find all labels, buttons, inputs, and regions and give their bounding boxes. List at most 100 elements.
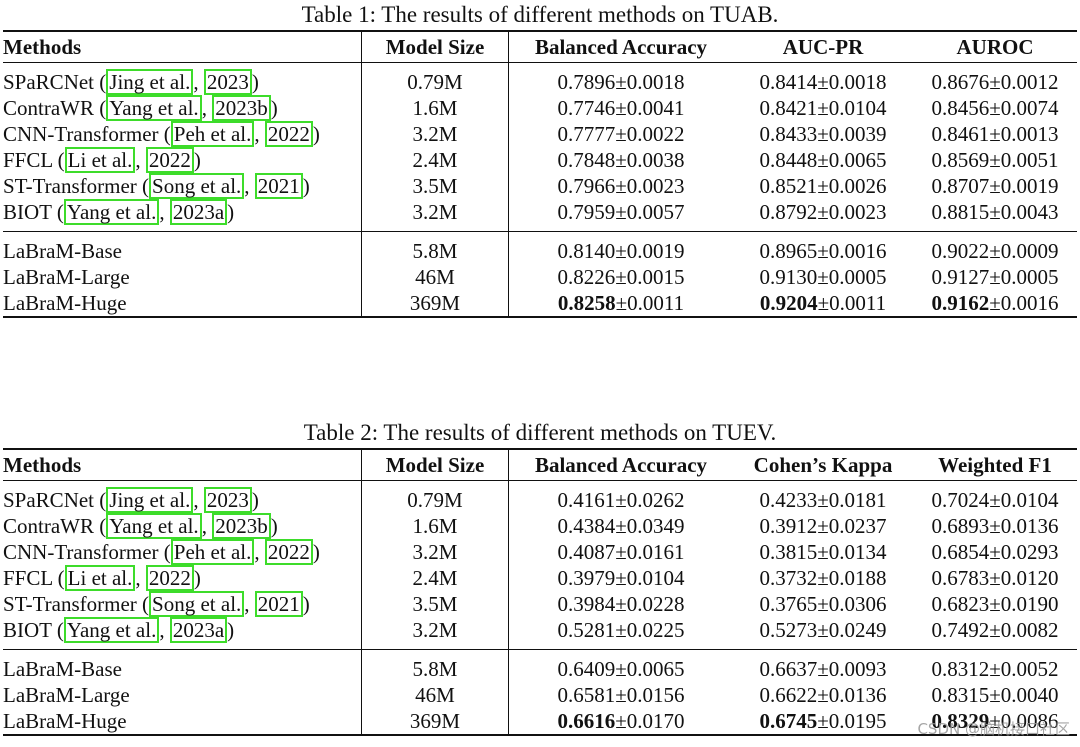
metric-2-cell: 0.8965±0.0016 <box>733 231 913 264</box>
model-size-cell: 369M <box>361 708 509 736</box>
method-name: ST-Transformer <box>3 174 137 198</box>
model-size-cell: 3.2M <box>361 539 509 565</box>
metric-1-cell: 0.7959±0.0057 <box>557 200 685 224</box>
metric-1-cell: 0.3979±0.0104 <box>557 566 685 590</box>
metric-3-std: ±0.0016 <box>989 291 1059 315</box>
citation-year-link[interactable]: 2022 <box>145 565 194 591</box>
method-name: LaBraM-Base <box>3 649 362 682</box>
model-size-cell: 0.79M <box>361 62 509 95</box>
method-cell: ST-Transformer (Song et al., 2021) <box>3 173 362 199</box>
citation-year-link[interactable]: 2023b <box>212 513 271 539</box>
metric-1-cell: 0.5281±0.0225 <box>557 618 685 642</box>
citation-author-link[interactable]: Jing et al. <box>106 487 194 513</box>
metric-1-std: ±0.0156 <box>615 683 685 707</box>
metric-1-cell: 0.7896±0.0018 <box>557 70 685 94</box>
method-name: CNN-Transformer <box>3 122 159 146</box>
method-cell: BIOT (Yang et al., 2023a) <box>3 199 362 232</box>
metric-1-mean: 0.6581 <box>557 683 616 707</box>
table-row: BIOT (Yang et al., 2023a) 3.2M 0.7959±0.… <box>3 199 1077 232</box>
method-name: BIOT <box>3 618 52 642</box>
metric-2-cell: 0.8792±0.0023 <box>759 200 887 224</box>
citation-author-link[interactable]: Yang et al. <box>63 199 160 225</box>
metric-3-std: ±0.0009 <box>989 239 1059 263</box>
metric-3-cell: 0.7024±0.0104 <box>931 488 1059 512</box>
metric-1-std: ±0.0011 <box>615 291 685 315</box>
method-cell: BIOT (Yang et al., 2023a) <box>3 617 362 650</box>
citation-author-link[interactable]: Yang et al. <box>106 513 202 539</box>
method-name: LaBraM-Large <box>3 264 362 290</box>
table-row: ContraWR (Yang et al., 2023b) 1.6M 0.774… <box>3 95 1077 121</box>
metric-3-cell: 0.9127±0.0005 <box>913 264 1077 290</box>
table-row: FFCL (Li et al., 2022) 2.4M 0.3979±0.010… <box>3 565 1077 591</box>
citation-author-link[interactable]: Peh et al. <box>170 539 255 565</box>
citation-author-link[interactable]: Yang et al. <box>63 617 160 643</box>
method-name: FFCL <box>3 566 53 590</box>
citation-author-link[interactable]: Li et al. <box>64 565 136 591</box>
metric-3-cell: 0.8329±0.0086 <box>913 708 1077 736</box>
citation-year-link[interactable]: 2023a <box>169 199 228 225</box>
header-metric-1: Balanced Accuracy <box>508 30 733 63</box>
citation-author-link[interactable]: Li et al. <box>64 147 136 173</box>
table-row: BIOT (Yang et al., 2023a) 3.2M 0.5281±0.… <box>3 617 1077 650</box>
metric-3-cell: 0.6783±0.0120 <box>931 566 1059 590</box>
citation-author-link[interactable]: Song et al. <box>149 591 245 617</box>
metric-1-std: ±0.0019 <box>615 239 685 263</box>
header-row: Methods Model Size Balanced Accuracy AUC… <box>3 30 1077 63</box>
citation-author-link[interactable]: Song et al. <box>149 173 245 199</box>
citation-author-link[interactable]: Jing et al. <box>106 69 194 95</box>
metric-3-cell: 0.8676±0.0012 <box>931 70 1059 94</box>
model-size-cell: 1.6M <box>361 95 509 121</box>
citation-year-link[interactable]: 2023a <box>169 617 228 643</box>
metric-2-std: ±0.0011 <box>817 291 887 315</box>
method-name: LaBraM-Base <box>3 231 362 264</box>
metric-2-cell: 0.9130±0.0005 <box>733 264 913 290</box>
metric-2-mean: 0.9130 <box>759 265 818 289</box>
method-cell: ContraWR (Yang et al., 2023b) <box>3 513 362 539</box>
metric-2-mean: 0.6745 <box>759 709 818 733</box>
header-methods: Methods <box>3 30 362 63</box>
table-row: FFCL (Li et al., 2022) 2.4M 0.7848±0.003… <box>3 147 1077 173</box>
table-row: ST-Transformer (Song et al., 2021) 3.5M … <box>3 173 1077 199</box>
table-row: SPaRCNet (Jing et al., 2023) 0.79M 0.789… <box>3 62 1077 95</box>
results-table: Methods Model Size Balanced Accuracy AUC… <box>3 30 1077 318</box>
table-caption: Table 2: The results of different method… <box>303 420 777 445</box>
metric-2-mean: 0.8965 <box>759 239 818 263</box>
method-name: LaBraM-Huge <box>3 708 362 736</box>
model-size-cell: 46M <box>361 264 509 290</box>
table-row: LaBraM-Large 46M 0.8226±0.0015 0.9130±0.… <box>3 264 1077 290</box>
metric-1-cell: 0.7848±0.0038 <box>557 148 685 172</box>
method-cell: ST-Transformer (Song et al., 2021) <box>3 591 362 617</box>
metric-1-cell: 0.8258±0.0011 <box>508 290 733 318</box>
metric-1-mean: 0.8258 <box>557 291 616 315</box>
citation-year-link[interactable]: 2022 <box>264 539 313 565</box>
metric-2-cell: 0.4233±0.0181 <box>759 488 887 512</box>
table-row: LaBraM-Base 5.8M 0.8140±0.0019 0.8965±0.… <box>3 231 1077 264</box>
citation-year-link[interactable]: 2021 <box>254 591 303 617</box>
metric-3-mean: 0.8315 <box>931 683 990 707</box>
citation-year-link[interactable]: 2021 <box>254 173 303 199</box>
method-cell: CNN-Transformer (Peh et al., 2022) <box>3 539 362 565</box>
citation-author-link[interactable]: Yang et al. <box>106 95 202 121</box>
metric-1-cell: 0.7746±0.0041 <box>557 96 685 120</box>
header-metric-2: Cohen’s Kappa <box>733 448 913 481</box>
citation-year-link[interactable]: 2022 <box>264 121 313 147</box>
citation-year-link[interactable]: 2023b <box>212 95 271 121</box>
method-name: SPaRCNet <box>3 70 95 94</box>
metric-1-cell: 0.7777±0.0022 <box>557 122 685 146</box>
citation-year-link[interactable]: 2023 <box>203 487 252 513</box>
model-size-cell: 3.5M <box>361 173 509 199</box>
model-size-cell: 5.8M <box>361 231 509 264</box>
table-1-block: Table 1: The results of different method… <box>0 0 1080 318</box>
citation-year-link[interactable]: 2023 <box>203 69 252 95</box>
metric-3-mean: 0.8329 <box>931 709 990 733</box>
method-name: FFCL <box>3 148 53 172</box>
table-row: LaBraM-Large 46M 0.6581±0.0156 0.6622±0.… <box>3 682 1077 708</box>
metric-1-std: ±0.0065 <box>615 657 685 681</box>
metric-3-cell: 0.9162±0.0016 <box>913 290 1077 318</box>
citation-year-link[interactable]: 2022 <box>145 147 194 173</box>
header-metric-3: Weighted F1 <box>913 448 1077 481</box>
table-row: ST-Transformer (Song et al., 2021) 3.5M … <box>3 591 1077 617</box>
citation-author-link[interactable]: Peh et al. <box>170 121 255 147</box>
header-metric-2: AUC-PR <box>733 30 913 63</box>
metric-2-cell: 0.9204±0.0011 <box>733 290 913 318</box>
